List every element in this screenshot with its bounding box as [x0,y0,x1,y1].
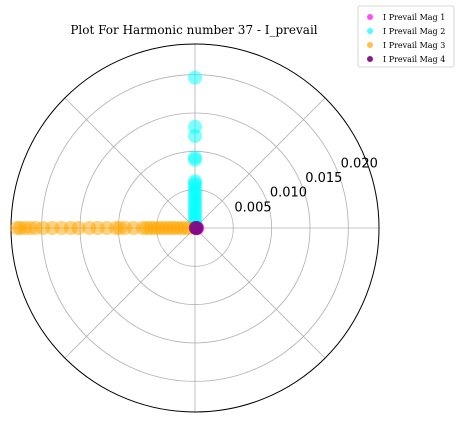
legend-label-2: I Prevail Mag 2 [383,27,445,36]
series-3 [10,221,196,235]
legend-label-4: I Prevail Mag 4 [383,55,445,64]
point-s3-9 [71,221,86,235]
legend-marker-2 [367,28,373,34]
series-4 [188,221,204,235]
point-s4-1 [188,221,203,235]
point-s2-2 [188,129,202,143]
legend-label-3: I Prevail Mag 3 [383,41,445,50]
legend-marker-3 [367,42,373,48]
legend-label-1: I Prevail Mag 1 [383,13,445,22]
legend-marker-1 [367,14,373,20]
data-points [10,70,205,235]
r-tick-label-3: 0.020 [341,156,378,171]
legend-box [357,5,455,68]
r-tick-label-0: 0.005 [234,200,271,215]
point-s2-0 [188,70,202,85]
theta-gridline-5 [64,227,196,359]
legend-marker-4 [367,56,373,62]
r-tick-label-1: 0.010 [270,186,307,201]
chart-title: Plot For Harmonic number 37 - I_prevail [70,23,317,37]
theta-gridline-3 [64,97,196,229]
series-2 [188,70,202,231]
point-s2-4 [188,152,202,167]
theta-gridline-7 [194,227,326,359]
r-tick-label-2: 0.015 [305,171,342,186]
legend: I Prevail Mag 1 I Prevail Mag 2 I Prevail … [357,5,455,68]
